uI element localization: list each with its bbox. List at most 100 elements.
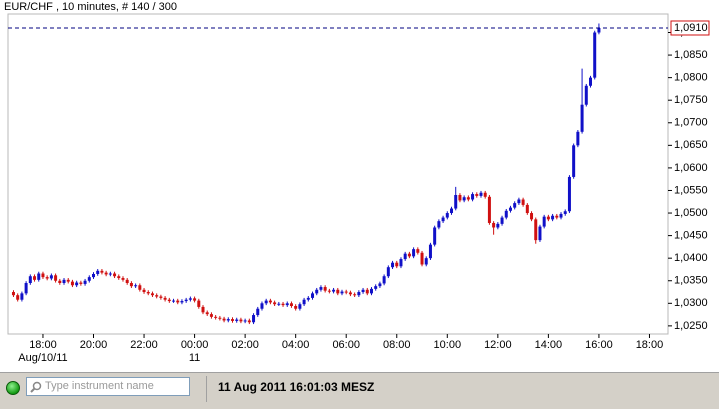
candle-body: [28, 276, 32, 283]
candle-body: [218, 317, 222, 319]
x-tick-label: 00:00: [181, 339, 209, 351]
y-tick-label: 1,0400: [674, 252, 708, 264]
y-tick-label: 1,0600: [674, 162, 708, 174]
candle-body: [437, 221, 441, 228]
y-tick-label: 1,0750: [674, 94, 708, 106]
candle-body: [403, 253, 407, 260]
candle-body: [188, 298, 192, 300]
candle-body: [222, 318, 226, 321]
candle-body: [450, 208, 454, 214]
candle-body: [235, 319, 239, 321]
x-tick-label: 08:00: [383, 339, 411, 351]
candle-body: [319, 287, 323, 290]
candle-body: [11, 292, 15, 296]
candle-body: [58, 280, 62, 283]
candle-body: [551, 215, 555, 220]
candle-body: [454, 194, 458, 209]
x-tick-label: 04:00: [282, 339, 310, 351]
candle-body: [230, 319, 234, 321]
candle-body: [125, 279, 129, 283]
candle-body: [146, 292, 150, 294]
instrument-search[interactable]: Type instrument name: [26, 377, 190, 396]
y-tick-label: 1,0450: [674, 230, 708, 242]
timestamp: 11 Aug 2011 16:01:03 MESZ: [218, 380, 375, 394]
last-price-label: 1,0910: [674, 22, 708, 34]
candle-body: [466, 197, 470, 200]
candle-body: [306, 297, 310, 300]
candle-body: [567, 176, 571, 212]
candle-body: [20, 293, 24, 300]
y-tick-label: 1,0350: [674, 275, 708, 287]
candle-body: [559, 213, 563, 218]
candle-body: [260, 303, 264, 309]
candle-body: [441, 217, 445, 222]
candle-body: [555, 215, 559, 218]
candle-body: [281, 303, 285, 306]
candle-body: [16, 295, 20, 300]
x-tick-label: 18:00: [636, 339, 664, 351]
candle-body: [542, 216, 546, 227]
status-bar: Type instrument name 11 Aug 2011 16:01:0…: [0, 372, 719, 409]
y-tick-label: 1,0500: [674, 207, 708, 219]
candle-body: [104, 272, 108, 275]
candle-body: [214, 316, 218, 318]
candle-body: [572, 145, 576, 177]
candle-body: [361, 289, 365, 293]
candle-body: [201, 306, 205, 313]
chart: EUR/CHF , 10 minutes, # 140 / 300 1,0250…: [4, 1, 710, 364]
candle-body: [412, 249, 416, 257]
candle-body: [487, 196, 491, 223]
candle-body: [538, 226, 542, 241]
x-tick-label: 10:00: [434, 339, 462, 351]
candle-body: [180, 301, 184, 303]
candle-body: [92, 273, 96, 278]
y-tick-label: 1,0650: [674, 139, 708, 151]
candle-body: [391, 262, 395, 268]
candle-body: [378, 283, 382, 287]
candle-body: [513, 203, 517, 208]
candle-body: [172, 300, 176, 302]
candle-body: [433, 227, 437, 245]
candle-body: [285, 303, 289, 306]
candle-body: [315, 289, 319, 294]
candle-body: [471, 194, 475, 200]
candle-body: [33, 276, 37, 280]
y-tick-label: 1,0300: [674, 297, 708, 309]
candle-body: [340, 291, 344, 294]
candle-body: [534, 219, 538, 241]
candle-body: [445, 213, 449, 218]
candle-body: [167, 299, 171, 302]
candle-body: [374, 286, 378, 289]
chart-title: EUR/CHF , 10 minutes, # 140 / 300: [4, 1, 177, 13]
candle-body: [184, 299, 188, 302]
candle-body: [75, 282, 79, 286]
candle-body: [159, 296, 163, 298]
candle-body: [193, 298, 197, 301]
date-label: 11: [189, 352, 200, 364]
x-tick-label: 16:00: [585, 339, 613, 351]
candle-body: [209, 314, 213, 317]
candle-body: [576, 131, 580, 146]
candle-body: [142, 289, 146, 293]
candle-body: [353, 294, 357, 296]
candle-body: [508, 207, 512, 211]
candle-body: [357, 292, 361, 296]
candle-body: [163, 297, 167, 300]
candle-body: [150, 293, 154, 296]
candle-body: [239, 319, 243, 322]
y-tick-label: 1,0800: [674, 72, 708, 84]
candle-body: [226, 319, 230, 321]
candle-body: [332, 289, 336, 292]
candle-body: [121, 278, 125, 280]
candle-body: [247, 320, 251, 323]
candle-body: [268, 300, 272, 303]
candle-body: [424, 258, 428, 265]
candle-body: [584, 85, 588, 105]
candle-body: [525, 204, 529, 214]
candle-body: [530, 213, 534, 220]
candle-body: [256, 308, 260, 316]
candle-body: [96, 270, 100, 274]
x-tick-label: 12:00: [484, 339, 512, 351]
candle-body: [117, 276, 121, 279]
y-tick-label: 1,0850: [674, 49, 708, 61]
